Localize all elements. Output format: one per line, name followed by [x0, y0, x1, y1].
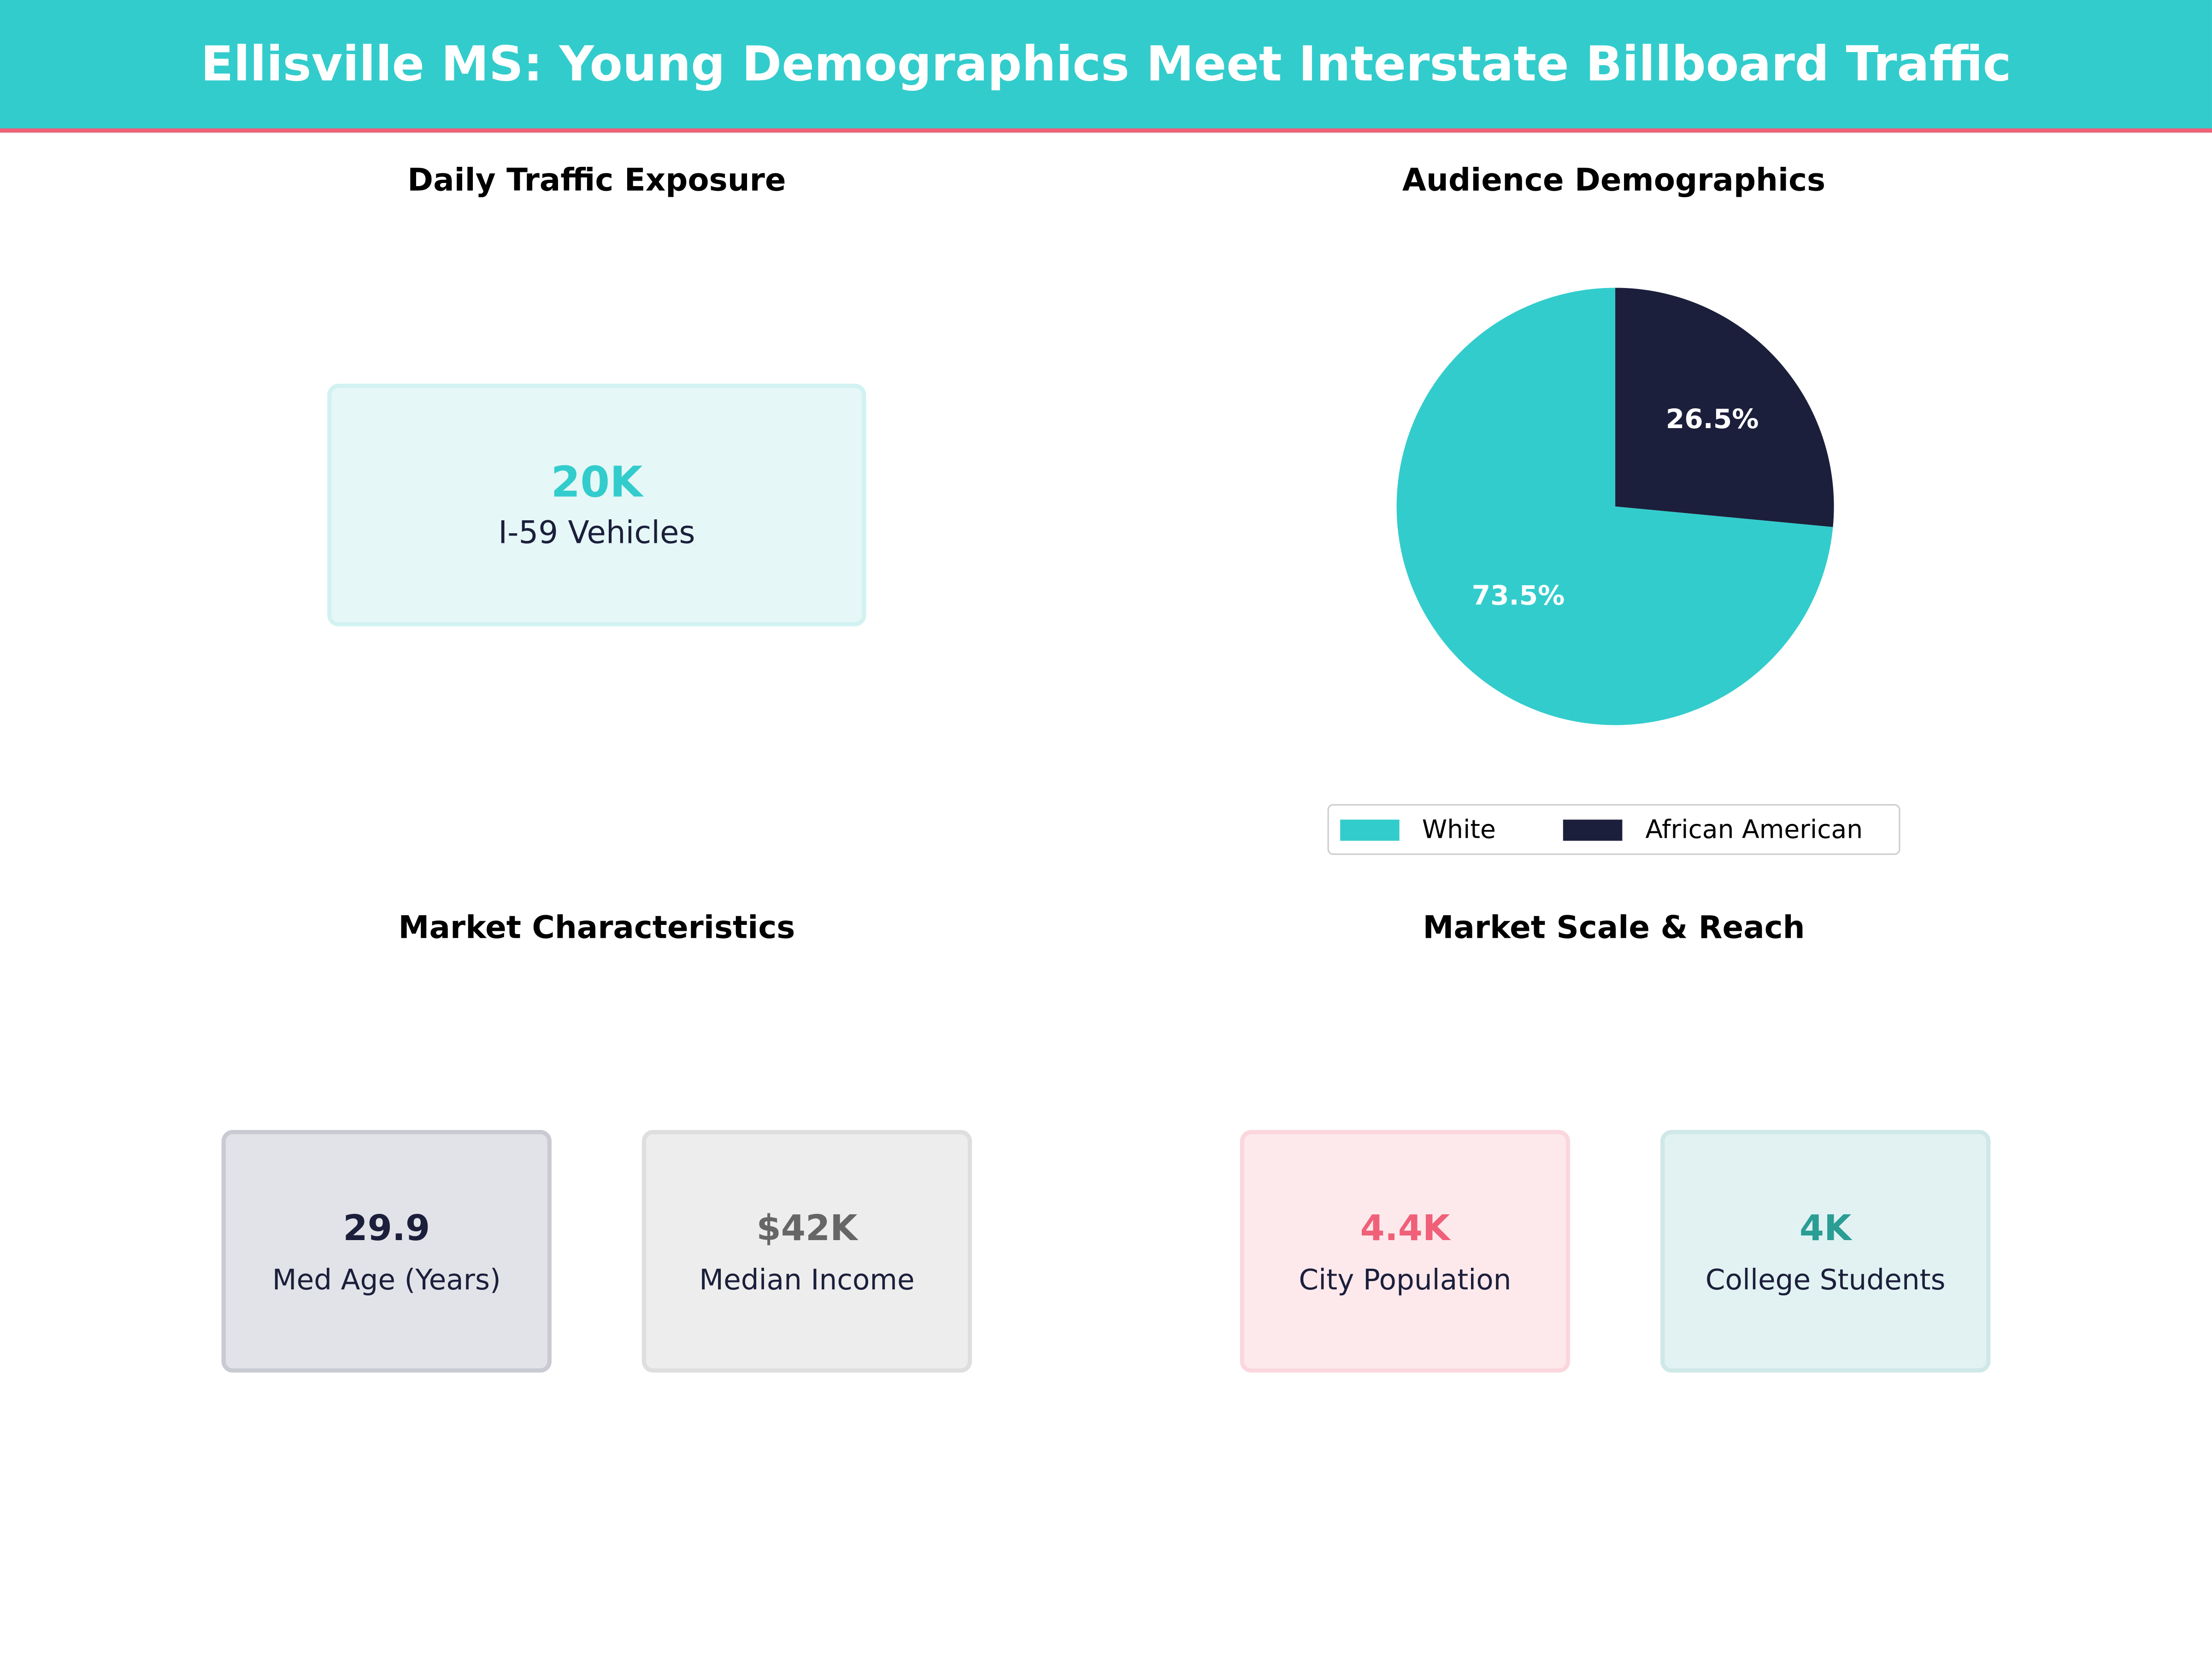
median-age-value: 29.9: [343, 1206, 430, 1248]
traffic-value: 20K: [551, 458, 643, 508]
legend-swatch-white: [1340, 819, 1400, 840]
legend-label-african-american: African American: [1645, 814, 1863, 845]
pie-title: Audience Demographics: [1402, 164, 1826, 199]
median-income-card: $42K Median Income: [641, 1130, 972, 1373]
pie-label: 26.5%: [1666, 403, 1759, 435]
pie-chart: 73.5% 26.5%: [1396, 288, 1834, 725]
market-panel-title: Market Characteristics: [398, 911, 795, 947]
scale-panel-title: Market Scale & Reach: [1423, 911, 1805, 947]
legend-label-white: White: [1422, 814, 1496, 845]
college-students-label: College Students: [1705, 1262, 1946, 1296]
median-income-label: Median Income: [699, 1262, 915, 1296]
college-students-card: 4K College Students: [1660, 1130, 1991, 1373]
page-title: Ellisville MS: Young Demographics Meet I…: [200, 36, 2012, 93]
legend-swatch-african-american: [1563, 819, 1623, 840]
traffic-label: I-59 Vehicles: [498, 516, 695, 552]
pie-legend: White African American: [1327, 804, 1900, 855]
traffic-panel-title: Daily Traffic Exposure: [407, 164, 786, 199]
traffic-card: 20K I-59 Vehicles: [327, 383, 866, 627]
city-population-value: 4.4K: [1360, 1206, 1450, 1248]
header-banner: Ellisville MS: Young Demographics Meet I…: [0, 0, 2212, 133]
pie-slice-african-american: [1615, 288, 1834, 527]
pie-label: 73.5%: [1472, 580, 1565, 611]
median-income-value: $42K: [756, 1206, 858, 1248]
city-population-label: City Population: [1299, 1262, 1512, 1296]
city-population-card: 4.4K City Population: [1240, 1130, 1571, 1373]
pie-slice-white: [1396, 288, 1833, 725]
median-age-card: 29.9 Med Age (Years): [221, 1130, 552, 1373]
college-students-value: 4K: [1799, 1206, 1852, 1248]
median-age-label: Med Age (Years): [272, 1262, 501, 1296]
